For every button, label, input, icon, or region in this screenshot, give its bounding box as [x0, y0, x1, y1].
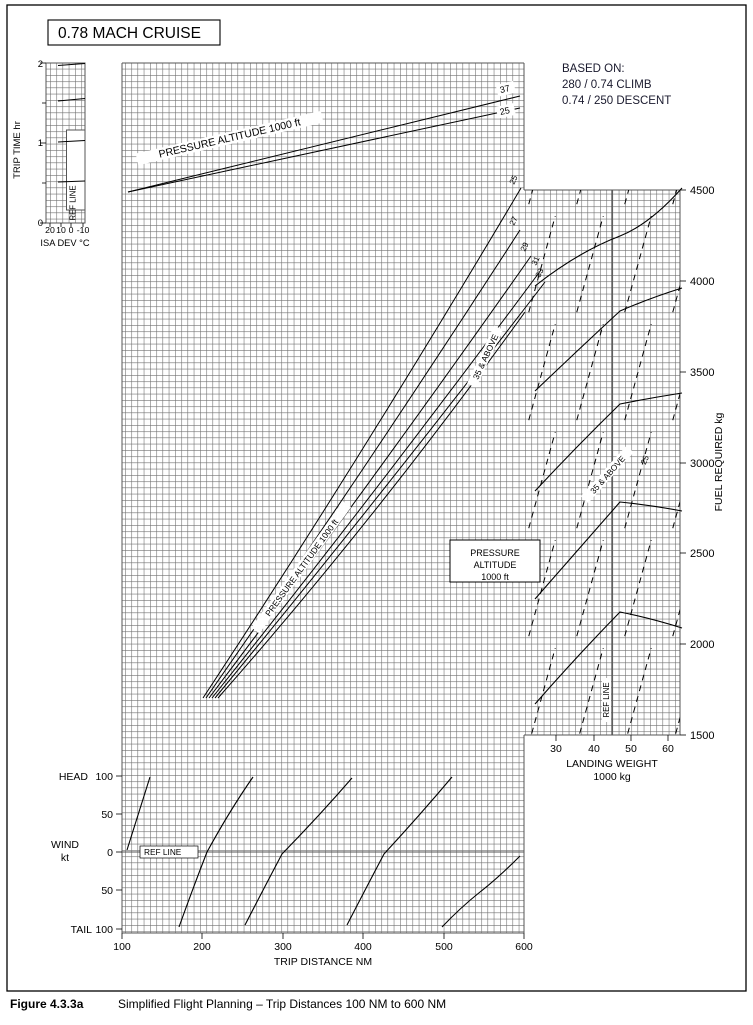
svg-text:40: 40 — [588, 743, 600, 755]
svg-text:ISA DEV °C: ISA DEV °C — [40, 238, 89, 248]
svg-text:400: 400 — [354, 941, 372, 953]
svg-text:2000: 2000 — [690, 639, 714, 651]
svg-text:HEAD: HEAD — [59, 771, 89, 783]
svg-text:600: 600 — [515, 941, 533, 953]
svg-text:LANDING WEIGHT: LANDING WEIGHT — [566, 758, 658, 770]
svg-text:50: 50 — [625, 743, 637, 755]
svg-text:WIND: WIND — [51, 839, 79, 851]
svg-text:30: 30 — [550, 743, 562, 755]
svg-text:4500: 4500 — [690, 185, 714, 197]
svg-text:2500: 2500 — [690, 548, 714, 560]
svg-text:1500: 1500 — [690, 730, 714, 742]
svg-text:4000: 4000 — [690, 276, 714, 288]
svg-text:Simplified Flight Planning – T: Simplified Flight Planning – Trip Distan… — [118, 997, 446, 1011]
svg-text:BASED ON:: BASED ON: — [562, 63, 625, 75]
svg-text:500: 500 — [435, 941, 453, 953]
svg-text:100: 100 — [113, 941, 131, 953]
svg-text:0.74 / 250 DESCENT: 0.74 / 250 DESCENT — [562, 95, 671, 107]
svg-text:1000 kg: 1000 kg — [593, 771, 631, 783]
svg-text:3000: 3000 — [690, 458, 714, 470]
svg-text:0: 0 — [38, 218, 43, 229]
svg-text:Figure 4.3.3a: Figure 4.3.3a — [10, 997, 84, 1011]
svg-text:TAIL: TAIL — [71, 924, 93, 936]
svg-text:200: 200 — [193, 941, 211, 953]
svg-text:2: 2 — [38, 59, 43, 70]
svg-text:50: 50 — [101, 885, 113, 897]
svg-text:60: 60 — [662, 743, 674, 755]
svg-text:ALTITUDE: ALTITUDE — [474, 560, 517, 570]
svg-text:1000 ft: 1000 ft — [481, 572, 509, 582]
svg-text:25: 25 — [499, 105, 511, 117]
svg-text:REF LINE: REF LINE — [69, 185, 78, 220]
svg-text:0: 0 — [107, 847, 113, 859]
svg-text:REF LINE: REF LINE — [602, 682, 611, 717]
svg-text:300: 300 — [274, 941, 292, 953]
svg-text:100: 100 — [95, 771, 113, 783]
svg-text:PRESSURE: PRESSURE — [470, 548, 520, 558]
svg-text:TRIP TIME hr: TRIP TIME hr — [12, 121, 23, 179]
svg-text:TRIP DISTANCE NM: TRIP DISTANCE NM — [274, 956, 372, 968]
svg-text:100: 100 — [95, 924, 113, 936]
svg-text:3500: 3500 — [690, 367, 714, 379]
svg-text:1: 1 — [38, 138, 43, 149]
svg-text:REF LINE: REF LINE — [144, 847, 182, 857]
svg-text:50: 50 — [101, 809, 113, 821]
svg-text:kt: kt — [61, 852, 69, 864]
svg-text:280 / 0.74 CLIMB: 280 / 0.74 CLIMB — [562, 79, 652, 91]
svg-text:0.78 MACH CRUISE: 0.78 MACH CRUISE — [58, 25, 201, 42]
svg-text:FUEL REQUIRED kg: FUEL REQUIRED kg — [713, 412, 725, 511]
